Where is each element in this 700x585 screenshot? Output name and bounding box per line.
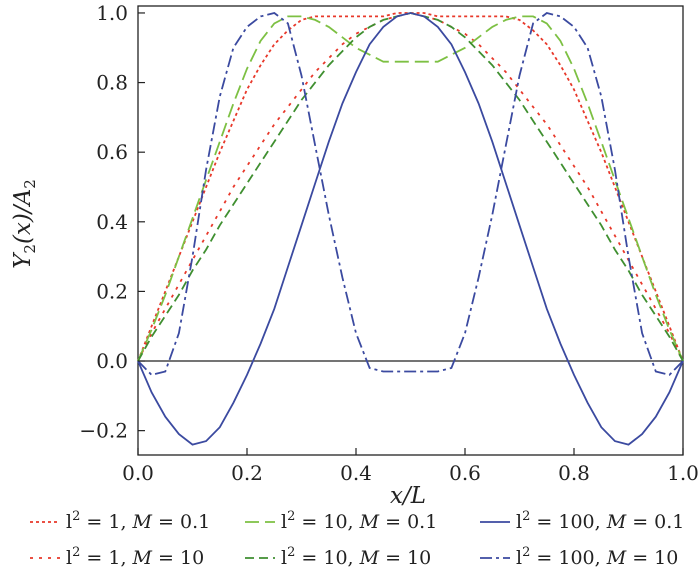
legend-label-6: l2 = 100, M = 10 [516,545,678,569]
plot-frame [137,5,684,456]
y-tick-label: −0.2 [79,419,128,443]
series-line-5 [137,12,684,446]
series-line-6 [137,12,684,376]
y-tick-label: 1.0 [96,1,128,25]
x-tick-label: 0.0 [122,461,154,485]
series-line-4 [137,12,684,362]
y-tick-label: 0.0 [96,349,128,373]
legend-label-1: l2 = 1, M = 0.1 [66,509,210,533]
legend-label-4: l2 = 10, M = 10 [281,545,431,569]
y-tick-label: 0.4 [96,210,128,234]
legend-label-5: l2 = 100, M = 0.1 [516,509,684,533]
y-tick-label: 0.6 [96,140,128,164]
x-tick-label: 0.4 [340,461,372,485]
y-tick-label: 0.8 [96,71,128,95]
x-tick-label: 1.0 [667,461,699,485]
series-line-1 [137,12,684,362]
series-line-3 [137,15,684,362]
legend-label-3: l2 = 10, M = 0.1 [281,509,437,533]
x-tick-label: 0.2 [231,461,263,485]
series-line-2 [137,12,684,362]
x-tick-label: 0.8 [558,461,590,485]
x-tick-label: 0.6 [449,461,481,485]
legend: l2 = 1, M = 0.1 l2 = 1, M = 10 l2 = 10, M … [30,509,684,569]
y-axis-title: Y2(x)/A2 [10,179,39,269]
y-tick-label: 0.2 [96,279,128,303]
x-axis-title: x/L [390,483,426,509]
legend-label-2: l2 = 1, M = 10 [66,545,204,569]
